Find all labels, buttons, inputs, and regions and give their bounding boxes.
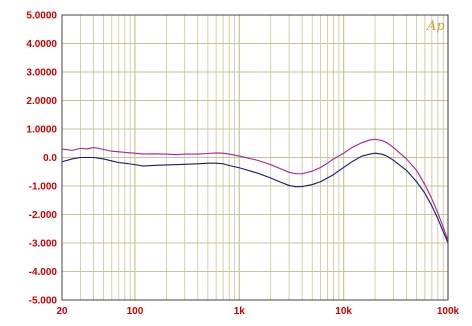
ap-logo: Ap	[426, 19, 445, 34]
chart-series	[61, 138, 449, 244]
y-tick-label: 0.0	[43, 153, 57, 164]
series-line-1	[61, 138, 449, 241]
series-line-2	[61, 152, 449, 244]
y-tick-label: 5.0000	[26, 11, 57, 22]
x-tick-label: 20	[56, 306, 68, 317]
y-tick-label: 1.0000	[26, 125, 57, 136]
y-tick-label: -1.000	[29, 182, 58, 193]
y-axis-ticks: 5.0000 4.0000 3.0000 2.0000 1.0000 0.0 -1.000 -…	[26, 11, 57, 307]
y-tick-label: 4.0000	[26, 39, 57, 50]
y-tick-label: -5.000	[29, 296, 58, 307]
x-tick-label: 100k	[437, 306, 460, 317]
y-tick-label: -3.000	[29, 239, 58, 250]
x-tick-label: 100	[127, 306, 144, 317]
y-tick-label: -2.000	[29, 210, 58, 221]
y-tick-label: 2.0000	[26, 96, 57, 107]
x-axis-ticks: 20 100 1k 10k 100k	[56, 306, 459, 317]
x-tick-label: 10k	[335, 306, 352, 317]
y-tick-label: 3.0000	[26, 68, 57, 79]
y-tick-label: -4.000	[29, 267, 58, 278]
x-tick-label: 1k	[234, 306, 246, 317]
plot-border	[61, 14, 449, 301]
